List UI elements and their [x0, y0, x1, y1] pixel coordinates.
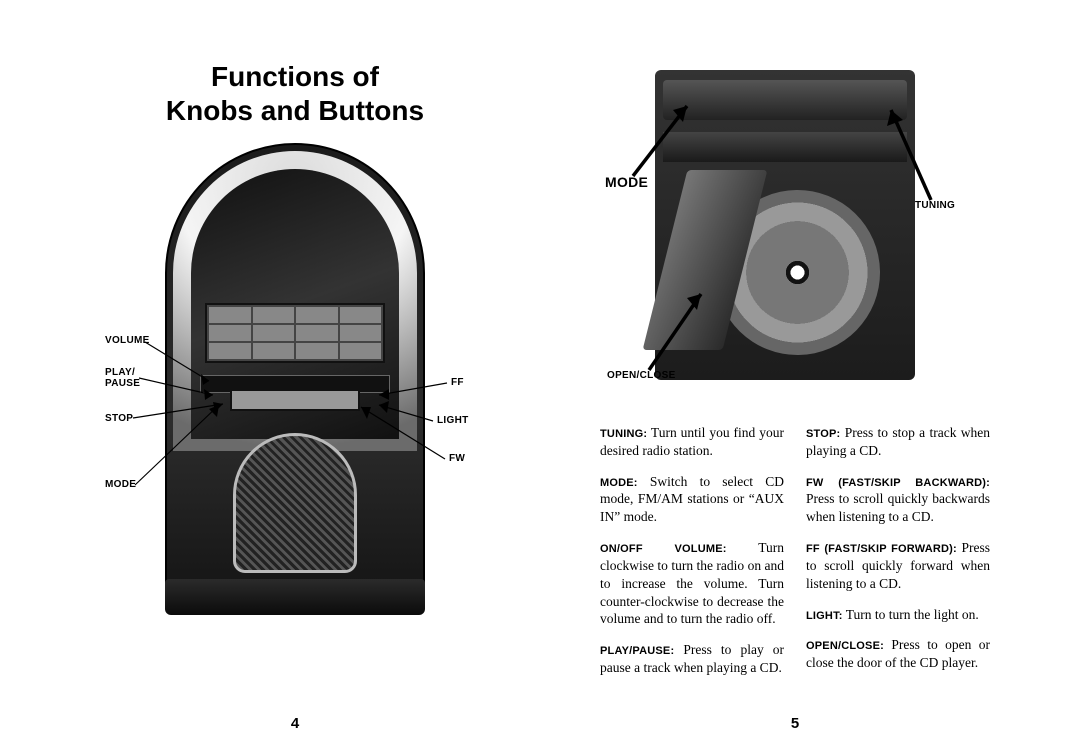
cd-closeup-figure: MODE TUNING OPEN/CLOSE: [605, 70, 985, 410]
page-number-left: 4: [291, 715, 299, 732]
desc-fw: FW (FAST/SKIP BACKWARD): Press to scroll…: [806, 473, 990, 526]
jukebox-base: [165, 579, 425, 615]
arrow-mode-right: [623, 100, 713, 180]
right-page: MODE TUNING OPEN/CLOSE TUNING: Turn unti…: [560, 0, 1030, 756]
label-mode: MODE: [105, 479, 136, 490]
arrow-play-pause: [139, 375, 229, 385]
arrow-fw: [357, 457, 453, 467]
arrow-mode: [135, 483, 245, 493]
arrow-volume: [145, 339, 225, 349]
arrow-tuning: [875, 104, 955, 204]
left-page: Functions of Knobs and Buttons VOLUME PL…: [60, 0, 530, 756]
page-number-right: 5: [791, 715, 799, 732]
label-play-pause: PLAY/ PAUSE: [105, 367, 140, 389]
page-title: Functions of Knobs and Buttons: [100, 60, 490, 127]
desc-play-pause: PLAY/PAUSE: Press to play or pause a tra…: [600, 641, 784, 677]
desc-stop: STOP: Press to stop a track when playing…: [806, 424, 990, 460]
description-col-right: STOP: Press to stop a track when playing…: [806, 424, 990, 690]
jukebox-figure: VOLUME PLAY/ PAUSE STOP MODE FF LIGHT FW: [105, 143, 485, 633]
label-stop: STOP: [105, 413, 133, 424]
arrow-ff: [375, 381, 455, 391]
jukebox-speaker-grille: [233, 433, 357, 573]
desc-light: LIGHT: Turn to turn the light on.: [806, 606, 990, 624]
desc-open-close: OPEN/CLOSE: Press to open or close the d…: [806, 636, 990, 672]
desc-ff: FF (FAST/SKIP FORWARD): Press to scroll …: [806, 539, 990, 592]
desc-onoff-volume: ON/OFF VOLUME: Turn clockwise to turn th…: [600, 539, 784, 628]
arrow-stop: [133, 416, 233, 426]
label-volume: VOLUME: [105, 335, 150, 346]
desc-mode: MODE: Switch to select CD mode, FM/AM st…: [600, 473, 784, 526]
jukebox-song-panel: [205, 303, 385, 363]
arrow-light: [375, 419, 445, 429]
arrow-open-close: [645, 288, 725, 378]
desc-tuning: TUNING: Turn until you find your desired…: [600, 424, 784, 460]
jukebox-display: [230, 389, 360, 411]
description-columns: TUNING: Turn until you find your desired…: [600, 424, 990, 690]
description-col-left: TUNING: Turn until you find your desired…: [600, 424, 784, 690]
